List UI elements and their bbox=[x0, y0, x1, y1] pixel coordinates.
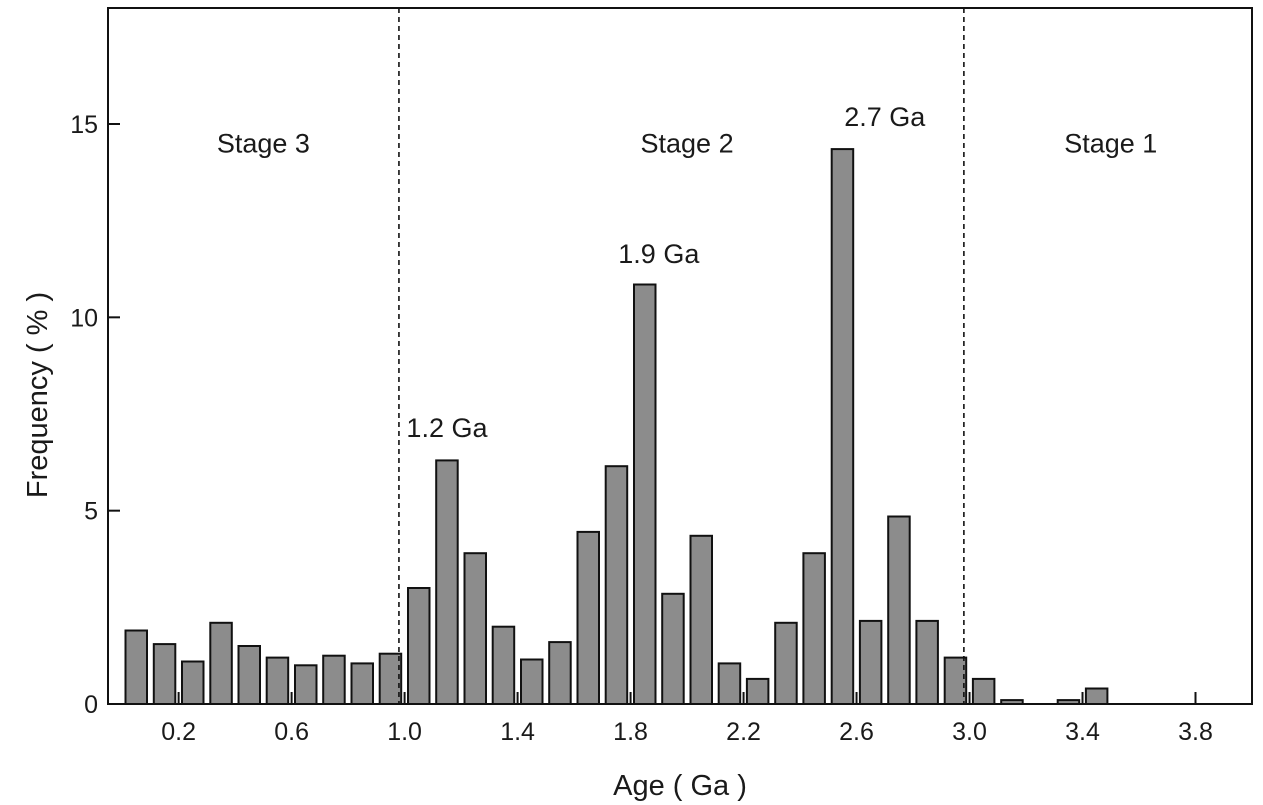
bar bbox=[265, 656, 290, 705]
bar bbox=[689, 534, 713, 705]
stage-label: Stage 2 bbox=[641, 128, 734, 158]
bar bbox=[971, 677, 996, 706]
x-tick-label: 0.6 bbox=[274, 718, 309, 746]
x-tick-label: 2.6 bbox=[839, 718, 874, 746]
y-axis-title: Frequency ( % ) bbox=[22, 292, 54, 498]
x-tick-label: 3.0 bbox=[952, 718, 987, 746]
bar bbox=[745, 677, 770, 706]
x-tick-label: 0.2 bbox=[161, 718, 196, 746]
bar bbox=[463, 552, 487, 706]
y-tick-label: 10 bbox=[70, 304, 98, 332]
y-tick-label: 5 bbox=[84, 498, 98, 526]
plot-frame bbox=[107, 7, 1253, 705]
bar bbox=[915, 619, 939, 706]
bar bbox=[576, 530, 600, 706]
bar bbox=[209, 621, 233, 705]
bar bbox=[294, 664, 318, 705]
bars-group bbox=[124, 148, 1109, 706]
x-axis-title: Age ( Ga ) bbox=[613, 770, 747, 802]
bar bbox=[378, 652, 403, 706]
bar bbox=[350, 662, 374, 706]
bar bbox=[181, 660, 205, 705]
bar bbox=[830, 148, 855, 706]
peak-label: 1.9 Ga bbox=[618, 239, 700, 269]
bar bbox=[661, 592, 685, 705]
bar bbox=[858, 619, 883, 706]
bar bbox=[943, 656, 968, 705]
bar bbox=[1084, 687, 1109, 705]
x-tick-label: 2.2 bbox=[726, 718, 761, 746]
stage-dividers bbox=[398, 8, 965, 704]
bar bbox=[322, 654, 346, 706]
bar bbox=[774, 621, 798, 705]
bar bbox=[802, 552, 826, 706]
bar bbox=[435, 459, 459, 705]
stage-label: Stage 3 bbox=[217, 128, 310, 158]
x-tick-label: 3.4 bbox=[1065, 718, 1100, 746]
bar bbox=[152, 643, 177, 705]
bar bbox=[633, 283, 657, 705]
peak-label: 1.2 Ga bbox=[406, 413, 488, 443]
bar bbox=[548, 641, 572, 705]
bar bbox=[520, 658, 544, 705]
x-tick-label: 1.4 bbox=[500, 718, 535, 746]
bar bbox=[717, 662, 742, 706]
bar bbox=[124, 629, 148, 705]
axis-ticks: 0.2 0.6 1.0 1.4 1.8 2.2 2.6 3.0 3.4 3.8 0 5 10 15 bbox=[70, 111, 1213, 746]
chart-labels: Stage 3 Stage 2 Stage 1 1.2 Ga 1.9 Ga 2.7 Ga bbox=[217, 102, 1157, 443]
bar bbox=[237, 645, 261, 705]
y-tick-label: 15 bbox=[70, 111, 98, 139]
y-tick-label: 0 bbox=[84, 691, 98, 719]
peak-label: 2.7 Ga bbox=[844, 102, 926, 132]
x-tick-label: 3.8 bbox=[1178, 718, 1213, 746]
x-tick-label: 1.8 bbox=[613, 718, 648, 746]
bar bbox=[887, 515, 911, 705]
stage-label: Stage 1 bbox=[1064, 128, 1157, 158]
bar bbox=[604, 465, 629, 706]
x-tick-label: 1.0 bbox=[387, 718, 422, 746]
bar bbox=[491, 625, 516, 706]
bar bbox=[407, 587, 431, 705]
